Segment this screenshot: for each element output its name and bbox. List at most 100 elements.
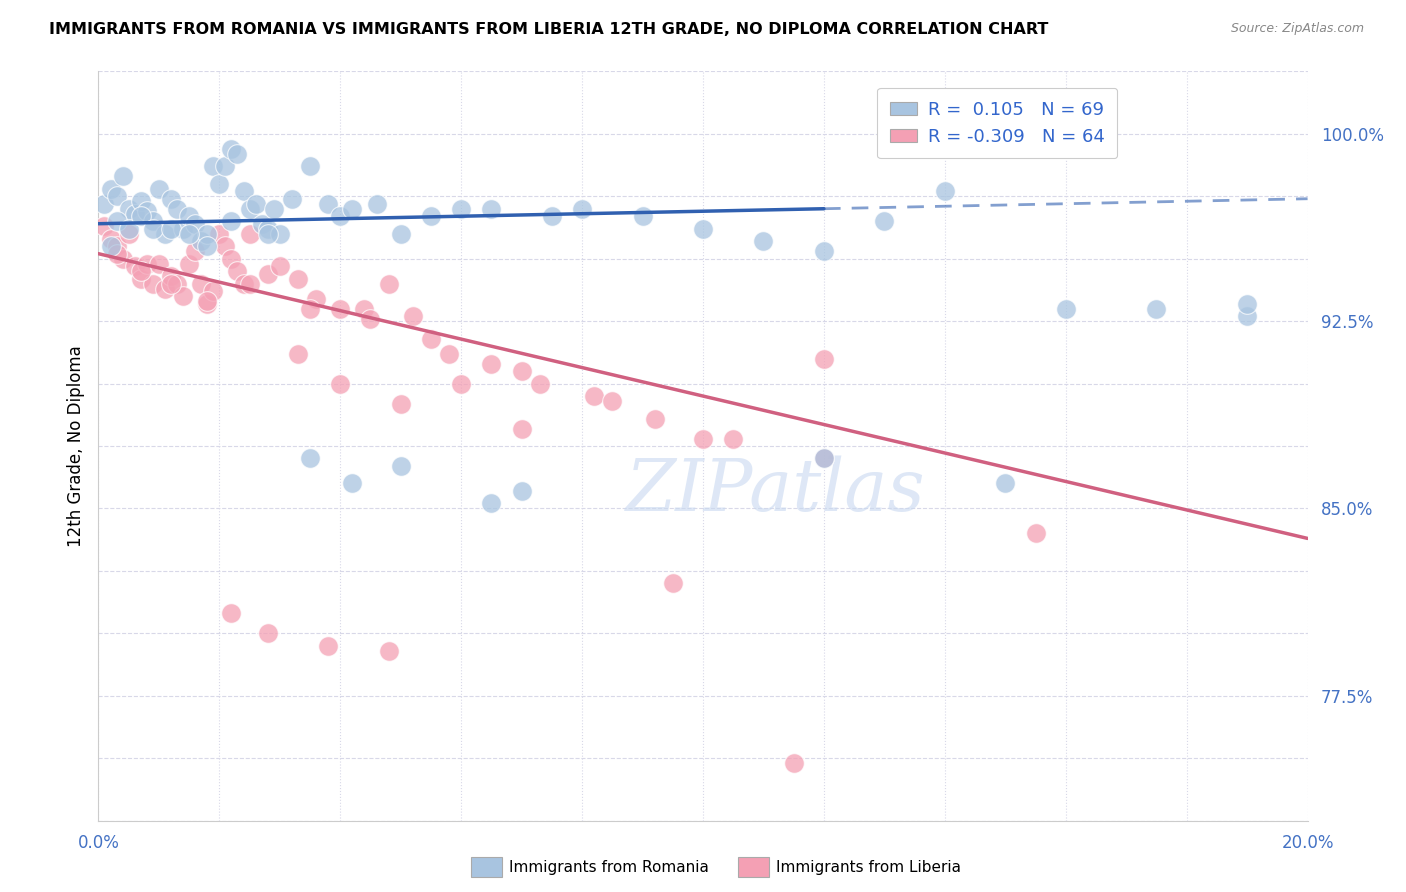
Point [129,194,152,209]
Point [287,271,309,285]
Point [813,351,835,366]
Point [226,264,249,278]
Point [100,239,122,253]
Point [245,196,267,211]
Point [873,214,896,228]
Point [221,607,243,621]
Point [142,214,165,228]
Point [111,252,134,266]
Point [329,209,352,223]
Point [256,626,278,640]
Text: Source: ZipAtlas.com: Source: ZipAtlas.com [1230,22,1364,36]
Point [783,756,806,771]
Point [232,277,254,291]
Text: IMMIGRANTS FROM ROMANIA VS IMMIGRANTS FROM LIBERIA 12TH GRADE, NO DIPLOMA CORREL: IMMIGRANTS FROM ROMANIA VS IMMIGRANTS FR… [49,22,1049,37]
Point [160,277,183,291]
Y-axis label: 12th Grade, No Diploma: 12th Grade, No Diploma [66,345,84,547]
Point [692,432,714,446]
Point [450,202,472,216]
Point [160,269,183,284]
Point [214,239,236,253]
Point [813,244,835,259]
Point [221,214,243,228]
Point [239,202,262,216]
Point [631,209,654,223]
Point [256,267,278,281]
Point [481,496,503,510]
Point [602,394,624,409]
Point [202,159,225,173]
Point [661,576,683,591]
Point [813,451,835,466]
Point [510,364,533,378]
Point [148,257,170,271]
Point [389,227,412,241]
Point [256,227,278,241]
Point [166,277,188,291]
Point [208,227,231,241]
Point [179,209,201,223]
Point [129,264,152,278]
Point [179,257,201,271]
Point [389,396,412,410]
Text: ZIPatlas: ZIPatlas [626,456,925,526]
Legend: R =  0.105   N = 69, R = -0.309   N = 64: R = 0.105 N = 69, R = -0.309 N = 64 [877,88,1118,158]
Point [389,458,412,473]
Point [342,476,364,491]
Point [202,284,225,298]
Point [105,239,128,253]
Point [316,639,339,653]
Point [93,196,115,211]
Point [195,227,218,241]
Point [135,204,157,219]
Point [752,234,775,248]
Point [342,202,364,216]
Point [195,296,218,310]
Point [481,202,503,216]
Point [402,309,425,323]
Text: Immigrants from Liberia: Immigrants from Liberia [776,860,962,874]
Point [93,219,115,234]
Point [269,259,291,273]
Point [100,182,122,196]
Point [105,246,128,260]
Point [129,271,152,285]
Point [540,209,562,223]
Point [239,277,262,291]
Point [1144,301,1167,316]
Point [269,227,291,241]
Point [450,376,472,391]
Point [129,209,152,223]
Point [316,196,339,211]
Point [221,252,243,266]
Point [329,301,352,316]
Point [105,214,128,228]
Point [1024,526,1046,541]
Point [353,301,375,316]
Point [1236,309,1258,323]
Point [208,177,231,191]
Point [299,159,322,173]
Point [571,202,593,216]
Point [232,184,254,198]
Point [510,483,533,498]
Point [305,292,328,306]
Point [195,294,218,309]
Point [184,217,207,231]
Point [420,332,443,346]
Point [105,189,128,203]
Point [190,277,212,291]
Point [644,411,666,425]
Point [239,227,262,241]
Point [299,301,322,316]
Point [1054,301,1077,316]
Point [377,644,399,658]
Point [481,357,503,371]
Point [124,207,146,221]
Point [100,232,122,246]
Point [195,239,218,253]
Point [160,192,183,206]
Point [118,227,141,241]
Point [263,202,285,216]
Point [583,389,606,403]
